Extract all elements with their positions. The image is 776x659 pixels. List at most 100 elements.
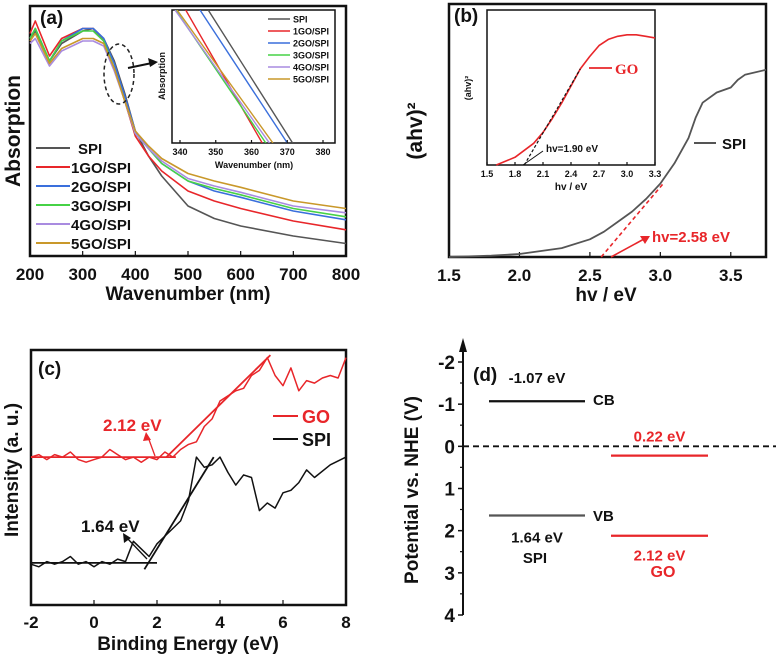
inset-x-label-b: hv / eV — [555, 182, 588, 193]
x-tick-label: 1.8 — [509, 169, 522, 179]
panel-d: (d) Potential vs. NHE (V) -2 -1 0 1 2 3 4 -1.07… — [402, 338, 776, 627]
x-tick-label: 370 — [280, 147, 295, 157]
y-axis-arrow-d — [459, 338, 467, 352]
panel-label-d: (d) — [473, 365, 497, 386]
y-axis-label-d: Potential vs. NHE (V) — [402, 396, 423, 584]
x-tick-label: 2.7 — [593, 169, 606, 179]
series-line-go — [30, 356, 347, 463]
annotation-arrow-head-go — [143, 432, 151, 441]
zoom-region-ellipse — [103, 43, 135, 105]
legend-label-4go-spi: 4GO/SPI — [71, 217, 131, 234]
annotation-label-go: 2.12 eV — [103, 416, 162, 435]
y-tick-label: 2 — [444, 522, 455, 543]
y-tick-label: -2 — [438, 353, 455, 374]
annotation-label-spi: hv=2.58 eV — [652, 229, 730, 246]
x-tick-label: 4 — [215, 613, 225, 632]
inset-y-label-b: (ahv)² — [463, 76, 473, 101]
y-tick-label: 3 — [444, 564, 455, 585]
inset-series-line-1go-spi — [185, 10, 263, 143]
legend-label-go: GO — [302, 407, 330, 427]
x-tick-label: 6 — [278, 613, 287, 632]
inset-legend-label-5go-spi: 5GO/SPI — [293, 75, 329, 85]
fit-line-go — [165, 354, 272, 458]
band-label-cb: CB — [593, 392, 615, 409]
x-tick-label: 1.5 — [437, 266, 461, 285]
inset-series-line-5go-spi — [176, 10, 274, 143]
panel-c: (c) Binding Energy (eV) Intensity (a. u.… — [2, 348, 351, 655]
x-tick-label: 350 — [208, 147, 223, 157]
legend-label-5go-spi: 5GO/SPI — [71, 236, 131, 253]
x-tick-label: 360 — [244, 147, 259, 157]
panel-a: (a) Wavenumber (nm) Absorption Wavenumbe… — [2, 4, 360, 305]
x-tick-label: 2.0 — [508, 266, 532, 285]
inset-series-line-4go-spi — [174, 10, 270, 143]
inset-series-line-go — [495, 34, 656, 166]
y-axis-label-b: (ahv)² — [404, 102, 427, 159]
series-line-spi — [448, 68, 767, 258]
inset-series-line-spi — [207, 10, 294, 143]
y-tick-label: -1 — [438, 395, 455, 416]
inset-plot-a — [174, 10, 294, 143]
material-label-spi: SPI — [523, 550, 547, 567]
inset-legend-label-4go-spi: 4GO/SPI — [293, 63, 329, 73]
y-tick-label: 0 — [444, 437, 455, 458]
y-axis-label-c: Intensity (a. u.) — [2, 403, 23, 537]
plot-frame-c — [29, 348, 348, 607]
inset-series-line-2go-spi — [199, 10, 288, 143]
inset-x-label-a: Wavenumber (nm) — [215, 160, 293, 170]
x-tick-label: 700 — [279, 265, 307, 284]
annotation-arrow-spi — [610, 238, 645, 258]
y-tick-label: 1 — [444, 480, 455, 501]
x-tick-label: 300 — [68, 265, 96, 284]
annotation-arrow-head-spi — [123, 533, 131, 543]
x-tick-label: 3.0 — [621, 169, 634, 179]
inset-legend-label-3go-spi: 3GO/SPI — [293, 51, 329, 61]
inset-tangent-line-go — [523, 68, 581, 166]
panel-label-b: (b) — [454, 6, 478, 27]
x-tick-label: 8 — [341, 613, 350, 632]
panel-b: (b) hv / eV (ahv)² hv / eV (ahv)² 1.5 2.0… — [404, 2, 768, 306]
fit-line-spi — [143, 456, 215, 570]
band-value-label-spi-cb: -1.07 eV — [509, 370, 566, 387]
x-tick-label: 2.4 — [565, 169, 578, 179]
x-tick-label: 0 — [89, 613, 98, 632]
inset-legend-label-spi: SPI — [293, 15, 308, 25]
material-label-go: GO — [651, 564, 676, 581]
band-value-label-go-cb: 0.22 eV — [634, 429, 686, 446]
plot-frame-b — [447, 2, 768, 259]
x-axis-label-b: hv / eV — [575, 285, 637, 306]
band-value-label-spi-vb: 1.64 eV — [511, 529, 563, 546]
y-axis-label-a: Absorption — [2, 75, 25, 187]
legend-label-2go-spi: 2GO/SPI — [71, 179, 131, 196]
x-tick-label: 3.5 — [719, 266, 743, 285]
inset-annotation-arrow — [522, 150, 544, 166]
x-axis-label-a: Wavenumber (nm) — [105, 284, 270, 305]
annotation-label-spi: 1.64 eV — [81, 517, 140, 536]
x-tick-label: 1.5 — [481, 169, 494, 179]
legend-label-spi: SPI — [722, 136, 746, 153]
inset-legend-label-2go-spi: 2GO/SPI — [293, 39, 329, 49]
band-value-label-go-vb: 2.12 eV — [634, 548, 686, 565]
x-tick-label: 2.1 — [537, 169, 550, 179]
x-tick-label: 400 — [121, 265, 149, 284]
x-tick-label: 500 — [174, 265, 202, 284]
x-axis-label-c: Binding Energy (eV) — [97, 634, 279, 655]
legend-label-3go-spi: 3GO/SPI — [71, 198, 131, 215]
x-tick-label: 3.0 — [649, 266, 673, 285]
x-tick-label: 340 — [172, 147, 187, 157]
x-tick-label: 200 — [16, 265, 44, 284]
inset-annotation-label: hv=1.90 eV — [546, 144, 598, 155]
x-tick-label: 2.5 — [578, 266, 602, 285]
tangent-line-spi — [600, 183, 664, 258]
x-tick-label: 600 — [226, 265, 254, 284]
panel-label-a: (a) — [40, 8, 63, 29]
inset-legend-label-1go-spi: 1GO/SPI — [293, 27, 329, 37]
legend-label-spi: SPI — [302, 430, 331, 450]
zoom-arrow-head — [148, 58, 158, 67]
annotation-arrow-head-spi — [640, 236, 650, 244]
y-tick-label: 4 — [444, 606, 455, 627]
inset-legend-label-go: GO — [615, 62, 638, 78]
legend-label-spi: SPI — [78, 141, 102, 158]
series-line-spi — [30, 456, 347, 568]
